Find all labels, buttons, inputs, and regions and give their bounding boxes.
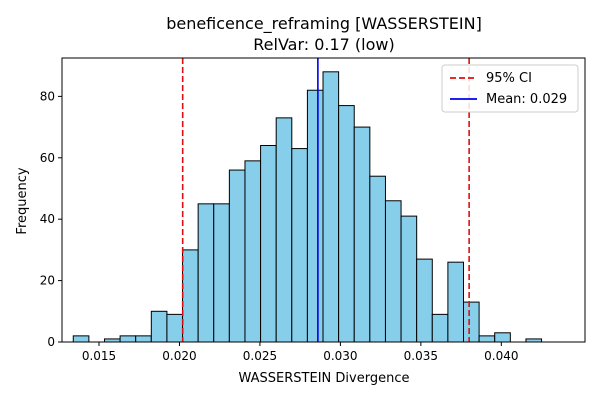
x-tick-label: 0.015: [82, 349, 116, 363]
legend-label: Mean: 0.029: [486, 92, 567, 107]
legend-box: [441, 64, 579, 113]
histogram-bar: [150, 310, 168, 343]
histogram-bar: [478, 335, 496, 343]
y-tick-label: 0: [47, 335, 55, 349]
y-ticks-layer: 0 20 40 60 80: [40, 89, 62, 349]
histogram-bar: [463, 301, 480, 343]
histogram-bar: [291, 148, 308, 343]
x-tick-label: 0.030: [323, 349, 357, 363]
x-ticks-layer: 0.015 0.020 0.025 0.030 0.035 0.040: [82, 342, 518, 363]
histogram-bar: [353, 126, 371, 343]
histogram-bar: [275, 117, 293, 343]
histogram-bar: [447, 261, 465, 343]
chart-subtitle: RelVar: 0.17 (low): [253, 35, 394, 54]
x-tick-label: 0.035: [404, 349, 438, 363]
histogram-bar: [244, 160, 262, 343]
y-tick-label: 20: [40, 274, 55, 288]
histogram-bar: [384, 200, 402, 343]
histogram-bar: [197, 203, 215, 343]
histogram-bar: [135, 335, 152, 343]
histogram-bar: [369, 175, 386, 343]
chart-title: beneficence_reframing [WASSERSTEIN]: [166, 14, 482, 34]
x-tick-label: 0.040: [484, 349, 518, 363]
histogram-bar: [119, 335, 137, 343]
histogram-bar: [166, 313, 184, 343]
x-tick-label: 0.025: [243, 349, 277, 363]
y-tick-label: 60: [40, 151, 55, 165]
histogram-bar: [431, 313, 449, 343]
y-tick-label: 80: [40, 89, 55, 103]
y-axis-label: Frequency: [15, 167, 30, 234]
histogram-bar: [213, 203, 230, 343]
histogram-bar: [416, 258, 433, 343]
histogram-bar: [322, 71, 340, 343]
bars-layer: [72, 71, 543, 343]
histogram-bar: [260, 145, 277, 343]
histogram-bar: [306, 89, 324, 343]
histogram-bar: [338, 105, 355, 343]
legend-label: 95% CI: [486, 71, 532, 86]
histogram-bar: [494, 332, 511, 343]
plot-frame: [61, 57, 586, 343]
x-axis-label: WASSERSTEIN Divergence: [239, 371, 410, 386]
histogram-bar: [182, 249, 199, 343]
y-tick-label: 40: [40, 212, 55, 226]
histogram-bar: [228, 169, 246, 343]
histogram-bar: [400, 215, 418, 343]
axes-layer: [61, 57, 586, 343]
x-tick-label: 0.020: [162, 349, 196, 363]
legend: 95% CI Mean: 0.029: [441, 64, 579, 113]
histogram-bar: [72, 335, 90, 343]
